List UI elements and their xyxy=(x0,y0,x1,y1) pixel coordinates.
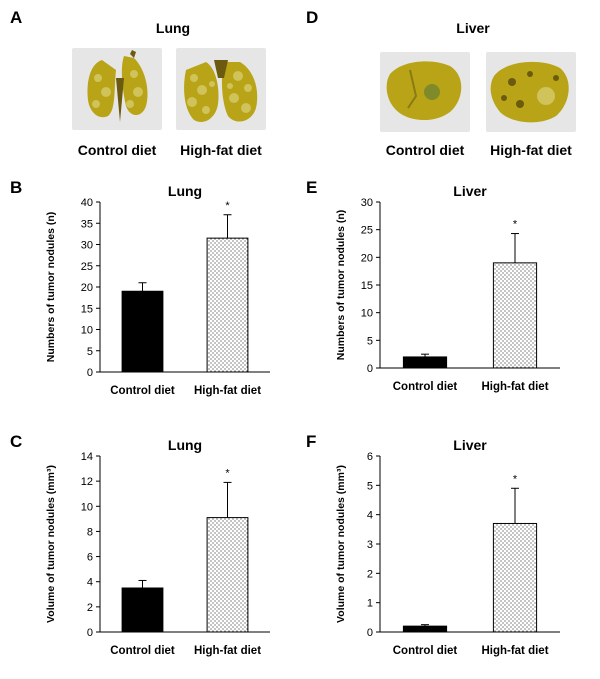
lung-control-photo xyxy=(72,48,162,130)
lung-control-label: Control diet xyxy=(77,142,157,158)
chart-e-liver-numbers: Liver 0 5 10 15 20 25 30 Numbers of tumor nodule… xyxy=(335,183,560,393)
bar-control xyxy=(121,290,164,373)
y-tick-label: 10 xyxy=(81,325,93,337)
y-tick-label: 0 xyxy=(87,627,93,639)
y-tick-label: 25 xyxy=(81,261,93,273)
panel-letter-b: B xyxy=(10,178,23,197)
liver-highfat-label: High-fat diet xyxy=(490,142,572,158)
category-label: High-fat diet xyxy=(194,645,261,657)
chart-c-lung-volume: Lung 0 2 4 6 8 10 12 14 Volume of tumor nodules (… xyxy=(45,437,270,657)
bar-control xyxy=(402,625,448,633)
y-tick-label: 14 xyxy=(81,451,93,463)
category-label: Control diet xyxy=(393,381,458,393)
panel-letter-f: F xyxy=(306,432,317,451)
liver-control-photo xyxy=(380,52,470,132)
y-tick-label: 20 xyxy=(81,282,93,294)
y-tick-label: 2 xyxy=(367,568,373,580)
y-tick-label: 5 xyxy=(87,346,93,358)
chart-title: Lung xyxy=(168,183,202,199)
significance-marker: * xyxy=(225,467,230,479)
chart-title: Liver xyxy=(453,437,487,453)
bar-control xyxy=(402,356,448,369)
category-label: Control diet xyxy=(393,645,458,657)
y-tick-label: 5 xyxy=(367,480,373,492)
y-axis-label: Volume of tumor nodules (mm³) xyxy=(335,465,347,623)
significance-marker: * xyxy=(225,200,230,212)
category-label: High-fat diet xyxy=(481,381,548,393)
bar-control xyxy=(121,587,164,633)
y-tick-label: 3 xyxy=(367,539,373,551)
y-tick-label: 15 xyxy=(361,280,373,292)
y-tick-label: 35 xyxy=(81,218,93,230)
y-tick-label: 6 xyxy=(87,552,93,564)
y-tick-label: 0 xyxy=(87,367,93,379)
panel-letter-a: A xyxy=(10,8,23,27)
chart-title: Lung xyxy=(168,437,202,453)
bar-high-fat xyxy=(492,262,538,369)
y-tick-label: 0 xyxy=(367,363,373,375)
significance-marker: * xyxy=(513,473,518,485)
y-tick-label: 2 xyxy=(87,602,93,614)
chart-b-lung-numbers: Lung 0 5 10 15 20 25 30 35 40 Numbers of tumor nod… xyxy=(45,183,270,397)
panel-d-title: Liver xyxy=(456,20,490,36)
lung-highfat-photo xyxy=(176,48,266,130)
y-tick-label: 1 xyxy=(367,598,373,610)
y-tick-label: 10 xyxy=(81,501,93,513)
y-tick-label: 8 xyxy=(87,526,93,538)
y-axis-label: Numbers of tumor nodules (n) xyxy=(45,212,57,363)
chart-title: Liver xyxy=(453,183,487,199)
y-tick-label: 10 xyxy=(361,308,373,320)
bar-high-fat xyxy=(492,522,538,633)
lung-highfat-label: High-fat diet xyxy=(180,142,262,158)
y-tick-label: 30 xyxy=(361,197,373,209)
y-tick-label: 6 xyxy=(367,451,373,463)
y-tick-label: 4 xyxy=(87,577,93,589)
panel-letter-c: C xyxy=(10,432,23,451)
category-label: High-fat diet xyxy=(481,645,548,657)
liver-highfat-photo xyxy=(486,52,576,132)
y-tick-label: 12 xyxy=(81,476,93,488)
panel-letter-e: E xyxy=(306,178,318,197)
y-axis-label: Volume of tumor nodules (mm³) xyxy=(45,465,57,623)
y-tick-label: 40 xyxy=(81,197,93,209)
category-label: High-fat diet xyxy=(194,385,261,397)
panel-a-title: Lung xyxy=(155,20,191,36)
y-axis-label: Numbers of tumor nodules (n) xyxy=(335,210,347,361)
chart-f-liver-volume: Liver 0 1 2 3 4 5 6 Volume of tumor nodules (mm³… xyxy=(335,437,560,657)
y-tick-label: 5 xyxy=(367,335,373,347)
liver-control-label: Control diet xyxy=(385,142,465,158)
y-tick-label: 25 xyxy=(361,225,373,237)
significance-marker: * xyxy=(513,219,518,231)
bar-high-fat xyxy=(206,517,249,633)
category-label: Control diet xyxy=(110,385,175,397)
category-label: Control diet xyxy=(110,645,175,657)
y-tick-label: 15 xyxy=(81,303,93,315)
y-tick-label: 0 xyxy=(367,627,373,639)
y-tick-label: 4 xyxy=(367,510,373,522)
y-tick-label: 30 xyxy=(81,240,93,252)
y-tick-label: 20 xyxy=(361,252,373,264)
bar-high-fat xyxy=(206,237,249,373)
panel-letter-d: D xyxy=(306,8,319,27)
